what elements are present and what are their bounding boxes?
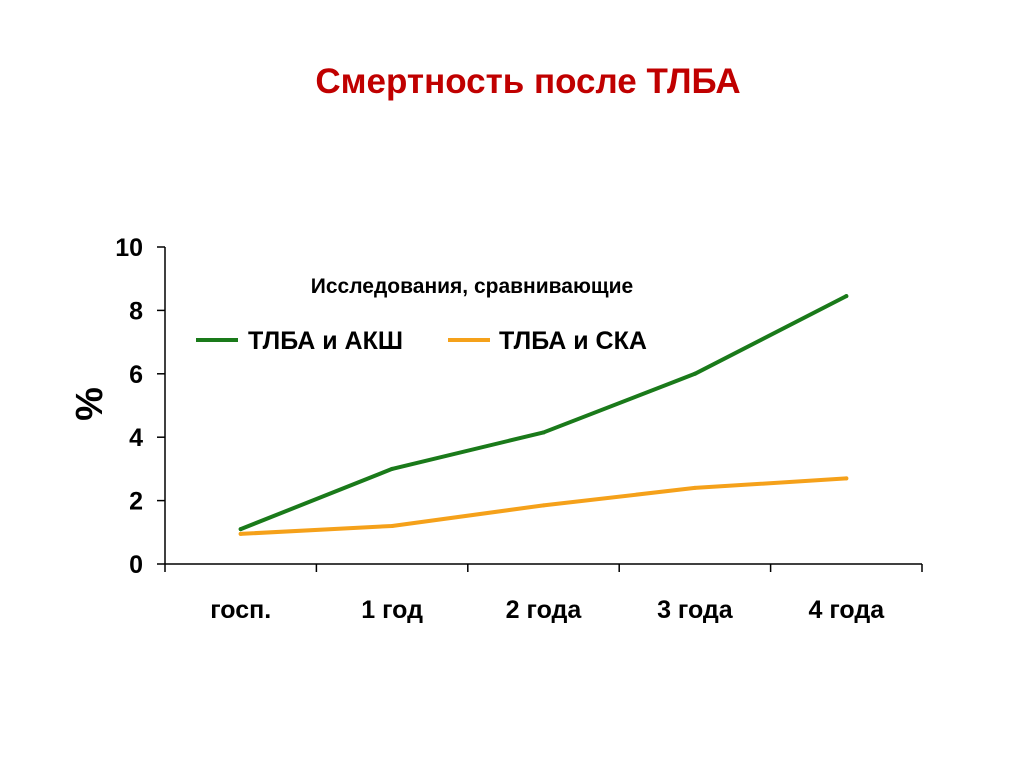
y-tick-label: 0 (129, 551, 143, 579)
x-tick-label: 2 года (506, 596, 583, 624)
legend-label-2: ТЛБА и СКА (499, 327, 647, 355)
data-point (692, 371, 697, 376)
data-point (238, 527, 243, 532)
y-tick-label: 8 (129, 297, 143, 325)
data-point (390, 523, 395, 528)
chart-series (238, 294, 849, 536)
y-axis-label: % (69, 387, 111, 421)
y-tick-label: 10 (115, 234, 143, 262)
data-point (390, 466, 395, 471)
data-point (541, 430, 546, 435)
y-tick-label: 6 (129, 361, 143, 389)
legend-label-1: ТЛБА и АКШ (248, 327, 403, 355)
data-point (541, 503, 546, 508)
page-title: Смертность после ТЛБА (315, 62, 741, 101)
x-tick-label: 4 года (808, 596, 885, 624)
chart-legend: Исследования, сравнивающие ТЛБА и АКШ ТЛБА… (196, 275, 647, 355)
data-point (692, 485, 697, 490)
chart-axes (164, 247, 922, 565)
legend-title: Исследования, сравнивающие (311, 275, 633, 298)
x-tick-label: госп. (210, 596, 271, 624)
chart-ticks: 0 2 4 6 8 10 госп. 1 год 2 года 3 года 4 года% (69, 234, 923, 624)
x-tick-label: 3 года (657, 596, 734, 624)
data-point (844, 294, 849, 299)
data-point (844, 476, 849, 481)
y-tick-label: 2 (129, 488, 143, 516)
data-point (238, 531, 243, 536)
y-tick-label: 4 (129, 424, 143, 452)
x-tick-label: 1 год (361, 596, 423, 624)
